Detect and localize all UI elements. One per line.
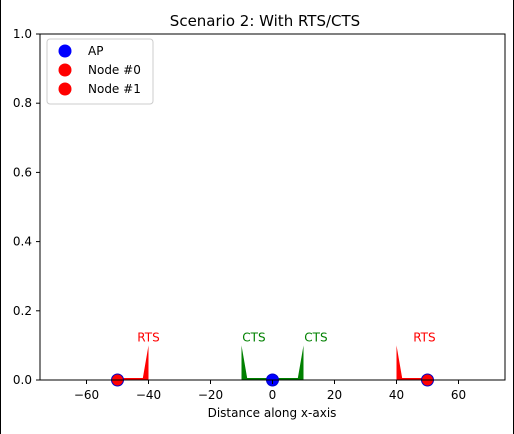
rts-1-label: RTS xyxy=(137,330,159,344)
rts-4-spike xyxy=(397,345,403,380)
legend: AP Node #0 Node #1 xyxy=(47,39,153,104)
cts-3-spike xyxy=(298,345,304,380)
y-ticks: 0.0 0.2 0.4 0.6 0.8 1.0 xyxy=(13,27,40,387)
y-tick-label: 1.0 xyxy=(13,27,32,41)
rts-4-label: RTS xyxy=(413,330,435,344)
x-tick-label: −40 xyxy=(136,388,161,402)
signals-layer: RTS CTS CTS RTS xyxy=(118,330,436,380)
legend-marker-ap xyxy=(59,45,72,58)
rts-1-spike xyxy=(143,345,149,380)
y-tick-label: 0.0 xyxy=(13,373,32,387)
x-tick-label: 60 xyxy=(451,388,466,402)
x-axis-label: Distance along x-axis xyxy=(208,406,337,420)
y-tick-label: 0.4 xyxy=(13,235,32,249)
cts-3-label: CTS xyxy=(304,330,327,344)
legend-marker-node-0 xyxy=(59,64,72,77)
legend-label-node-0: Node #0 xyxy=(88,63,141,77)
x-tick-label: 20 xyxy=(327,388,342,402)
cts-2-label: CTS xyxy=(242,330,265,344)
chart-title: Scenario 2: With RTS/CTS xyxy=(170,12,360,30)
y-tick-label: 0.8 xyxy=(13,96,32,110)
x-tick-label: 40 xyxy=(389,388,404,402)
legend-marker-node-1 xyxy=(59,83,72,96)
y-tick-label: 0.6 xyxy=(13,165,32,179)
legend-label-node-1: Node #1 xyxy=(88,82,141,96)
x-tick-label: −20 xyxy=(198,388,223,402)
x-tick-label: 0 xyxy=(269,388,277,402)
y-tick-label: 0.2 xyxy=(13,304,32,318)
cts-2-spike xyxy=(242,345,248,380)
legend-label-ap: AP xyxy=(88,44,103,58)
x-tick-label: −60 xyxy=(74,388,99,402)
